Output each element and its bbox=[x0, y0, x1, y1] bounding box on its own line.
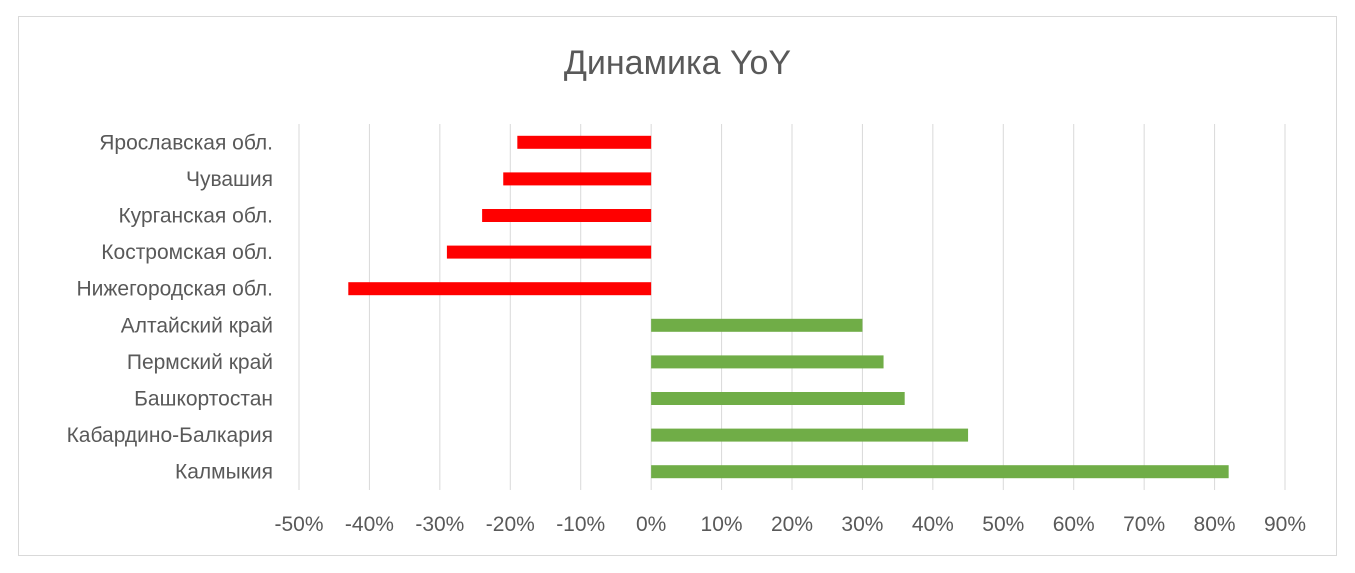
grid-lines bbox=[298, 124, 1286, 490]
x-tick-label: 30% bbox=[841, 513, 883, 536]
bar bbox=[651, 465, 1229, 479]
x-tick-label: -50% bbox=[274, 513, 323, 536]
category-label: Курганская обл. bbox=[118, 205, 273, 228]
x-tick-label: -10% bbox=[556, 513, 605, 536]
category-label: Алтайский край bbox=[121, 314, 273, 337]
bar bbox=[651, 318, 863, 332]
x-tick-label: 80% bbox=[1194, 513, 1236, 536]
bar bbox=[517, 135, 652, 149]
x-tick-label: -20% bbox=[486, 513, 535, 536]
bar bbox=[651, 392, 905, 405]
category-label: Ярославская обл. bbox=[99, 131, 273, 154]
x-tick-label: 90% bbox=[1264, 513, 1306, 536]
category-label: Костромская обл. bbox=[101, 241, 273, 264]
category-label: Башкортостан bbox=[134, 388, 273, 411]
x-tick-label: 20% bbox=[771, 513, 813, 536]
x-tick-labels: -50% -40% -30% -20% -10% 0% 10% 20% 30% 40% 50% 60%… bbox=[274, 513, 1306, 536]
category-label: Калмыкия bbox=[175, 461, 273, 484]
bar bbox=[446, 245, 652, 259]
bars bbox=[348, 135, 1229, 479]
category-label: Нижегородская обл. bbox=[76, 278, 273, 301]
chart-title: Динамика YoY bbox=[563, 44, 792, 82]
x-tick-label: 0% bbox=[636, 513, 666, 536]
x-tick-label: 40% bbox=[912, 513, 954, 536]
bar bbox=[482, 209, 652, 222]
bar bbox=[651, 428, 969, 442]
x-tick-label: -40% bbox=[345, 513, 394, 536]
x-tick-label: 60% bbox=[1053, 513, 1095, 536]
x-tick-label: 50% bbox=[982, 513, 1024, 536]
category-label: Пермский край bbox=[127, 351, 273, 374]
category-label: Чувашия bbox=[186, 168, 273, 191]
category-labels: Ярославская обл. Чувашия Курганская обл. Ко… bbox=[67, 131, 273, 483]
x-tick-label: -30% bbox=[415, 513, 464, 536]
category-label: Кабардино-Балкария bbox=[67, 424, 273, 447]
x-tick-label: 70% bbox=[1123, 513, 1165, 536]
bar bbox=[503, 172, 652, 186]
bar bbox=[348, 282, 652, 296]
x-tick-label: 10% bbox=[701, 513, 743, 536]
bar bbox=[651, 355, 884, 369]
